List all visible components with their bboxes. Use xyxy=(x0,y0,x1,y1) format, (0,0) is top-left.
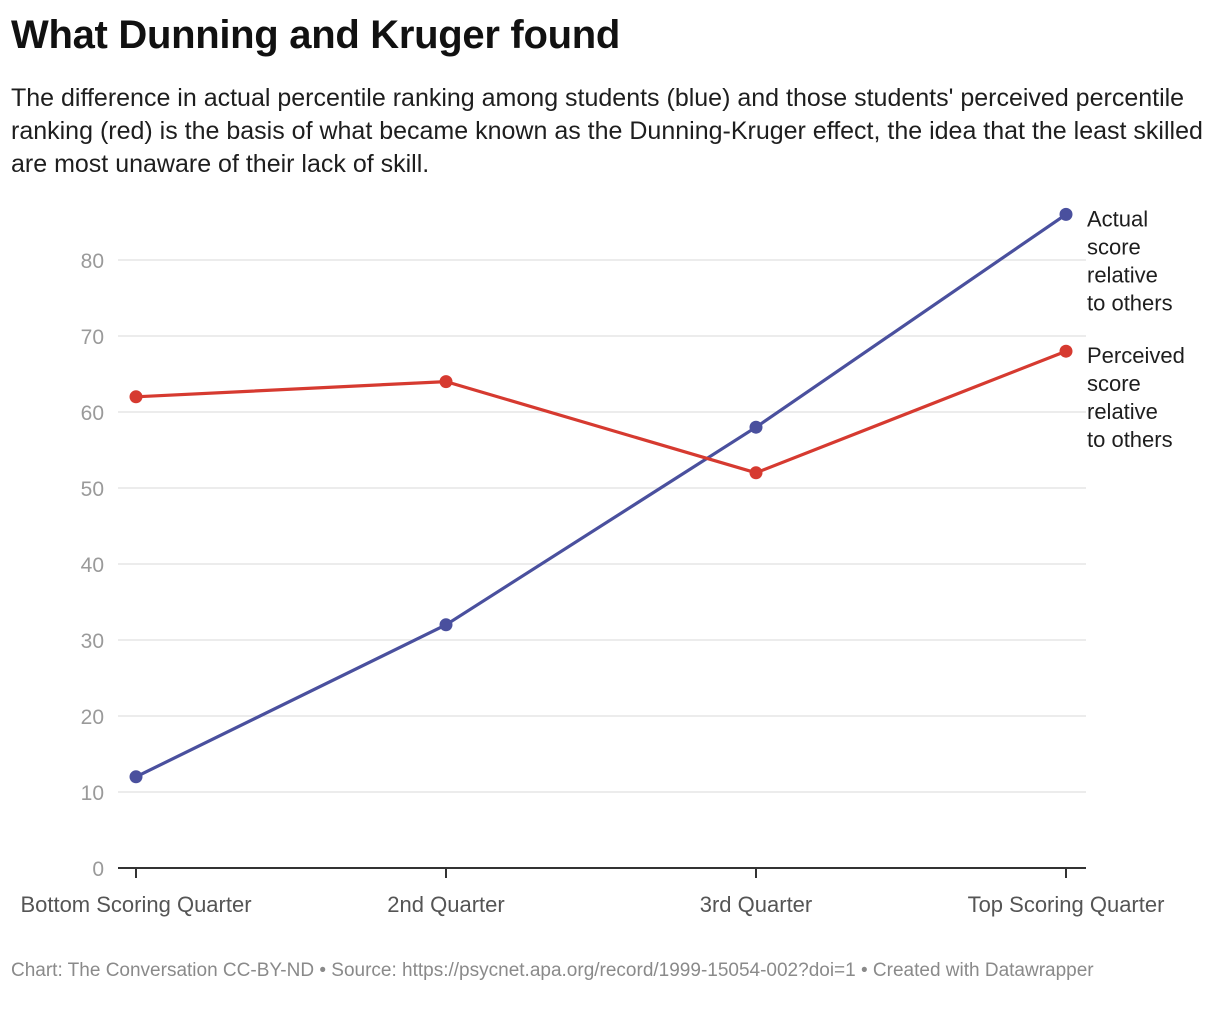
y-tick-label-0: 0 xyxy=(92,858,104,881)
x-axis: Bottom Scoring Quarter 2nd Quarter 3rd Qua… xyxy=(20,867,1165,917)
y-tick-label-20: 20 xyxy=(81,706,104,729)
chart-source-notes: Chart: The Conversation CC-BY-ND • Sourc… xyxy=(11,960,1094,981)
perceived-series-label-line-4: to others xyxy=(1087,427,1173,452)
actual-series-line xyxy=(134,212,1068,779)
perceived-point-4 xyxy=(1059,344,1073,358)
actual-point-1 xyxy=(129,770,143,784)
y-tick-label-70: 70 xyxy=(81,326,104,349)
perceived-series-label-line-1: Perceived xyxy=(1087,343,1185,368)
x-category-label-4: Top Scoring Quarter xyxy=(968,892,1165,917)
actual-point-3 xyxy=(749,420,763,434)
y-tick-label-40: 40 xyxy=(81,554,104,577)
perceived-series-label-line-3: relative xyxy=(1087,399,1158,424)
series-labels: Actual score relative to others Perceived sco… xyxy=(1087,206,1185,452)
actual-series-label-line-3: relative xyxy=(1087,262,1158,287)
perceived-point-3 xyxy=(749,466,763,480)
y-tick-label-60: 60 xyxy=(81,402,104,425)
y-tick-label-30: 30 xyxy=(81,630,104,653)
y-tick-label-50: 50 xyxy=(81,478,104,501)
perceived-point-1 xyxy=(129,390,143,404)
perceived-series-label-line-2: score xyxy=(1087,371,1141,396)
series-lines xyxy=(129,207,1073,784)
actual-series-label: Actual score relative to others xyxy=(1087,206,1173,315)
perceived-series-line xyxy=(134,349,1068,475)
perceived-series-label: Perceived score relative to others xyxy=(1087,343,1185,452)
x-category-label-2: 2nd Quarter xyxy=(387,892,504,917)
gridlines xyxy=(118,259,1086,793)
perceived-point-2 xyxy=(439,375,453,389)
x-category-label-3: 3rd Quarter xyxy=(700,892,813,917)
y-axis-tick-labels: 0 10 20 30 40 50 60 70 80 xyxy=(81,250,104,881)
y-tick-label-10: 10 xyxy=(81,782,104,805)
y-tick-label-80: 80 xyxy=(81,250,104,273)
actual-series-label-line-4: to others xyxy=(1087,290,1173,315)
chart-subtitle: The difference in actual percentile rank… xyxy=(11,84,1203,178)
actual-point-2 xyxy=(439,618,453,632)
x-category-label-1: Bottom Scoring Quarter xyxy=(20,892,251,917)
actual-point-4 xyxy=(1059,207,1073,221)
actual-series-label-line-1: Actual xyxy=(1087,206,1148,231)
actual-series-label-line-2: score xyxy=(1087,234,1141,259)
line-chart: 0 10 20 30 40 50 60 70 80 Bottom Scoring Quarter… xyxy=(20,206,1185,917)
chart-title: What Dunning and Kruger found xyxy=(11,13,620,57)
